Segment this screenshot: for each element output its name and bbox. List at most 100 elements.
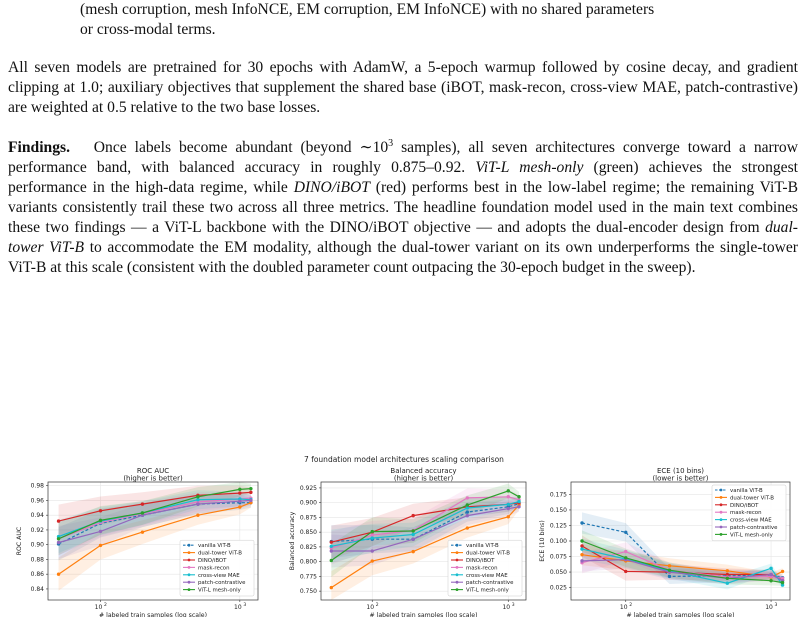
series-line <box>331 503 520 543</box>
legend-marker <box>719 510 723 514</box>
y-tick-label: 0.050 <box>550 569 567 576</box>
data-point <box>196 498 200 502</box>
y-tick-label: 0.175 <box>550 491 567 498</box>
legend-marker <box>455 566 459 569</box>
data-point <box>506 489 510 493</box>
x-tick-exponent: 2 <box>629 602 632 608</box>
data-point <box>780 569 785 574</box>
legend-box <box>179 539 255 597</box>
data-point <box>196 495 200 499</box>
x-axis-label: # labeled train samples (log scale) <box>369 612 477 617</box>
data-point <box>506 506 510 511</box>
legend-marker <box>187 558 191 562</box>
continued-line-1: (mesh corruption, mesh InfoNCE, EM corru… <box>80 1 655 18</box>
continued-text: (mesh corruption, mesh InfoNCE, EM corru… <box>80 0 798 40</box>
y-tick-label: 0.075 <box>550 554 567 561</box>
data-point <box>667 564 672 568</box>
legend-marker <box>719 518 723 521</box>
legend-marker <box>719 496 723 499</box>
x-tick-label: 10 <box>765 604 773 611</box>
legend-label: vanilla ViT-B <box>466 543 499 549</box>
x-tick-exponent: 3 <box>243 602 246 608</box>
data-point <box>56 537 61 541</box>
legend-marker <box>455 558 459 562</box>
data-point <box>465 496 470 500</box>
series-line <box>58 499 251 544</box>
legend-label: ViT-L mesh-only <box>198 588 242 594</box>
legend-marker <box>455 573 459 577</box>
x-axis-label: # labeled train samples (log scale) <box>99 612 207 617</box>
data-point <box>411 529 415 533</box>
figure-suptitle: 7 foundation model architectures scaling… <box>304 455 504 464</box>
y-tick-label: 0.90 <box>31 542 45 549</box>
legend-label: patch-contrastive <box>198 580 246 586</box>
legend-box <box>447 539 523 597</box>
data-point <box>411 513 415 518</box>
data-point <box>98 529 103 534</box>
findings-line-2: toward a narrow performance band, with b… <box>8 139 798 176</box>
confidence-band <box>58 493 251 559</box>
y-tick-label: 0.825 <box>300 544 317 551</box>
x-axis-label: # labeled train samples (log scale) <box>626 612 734 617</box>
chart-title-line: (lower is better) <box>652 475 708 483</box>
data-point <box>56 519 61 523</box>
legend-marker <box>455 588 459 591</box>
legend-marker <box>187 573 191 577</box>
legend-label: vanilla ViT-B <box>730 488 763 494</box>
data-point <box>249 486 253 491</box>
legend-marker <box>719 503 723 507</box>
series-line <box>330 504 520 589</box>
legend-label: cross-view MAE <box>198 573 240 579</box>
data-point <box>329 549 333 553</box>
data-point <box>238 491 242 495</box>
data-point <box>725 576 730 580</box>
y-tick-label: 0.875 <box>300 514 317 521</box>
findings-line-1a: Once labels become abundant (beyond ∼10 <box>93 139 389 156</box>
y-tick-label: 0.850 <box>300 529 317 536</box>
training-paragraph: All seven models are pretrained for 30 e… <box>8 58 798 118</box>
legend-box <box>711 484 787 542</box>
legend-marker <box>187 551 191 554</box>
y-tick-label: 0.84 <box>31 586 45 593</box>
legend-marker <box>719 533 723 536</box>
chart-title-line: ECE (10 bins) <box>657 467 704 475</box>
data-point <box>238 487 242 492</box>
legend-label: DINO/iBOT <box>198 558 227 564</box>
x-tick-label: 10 <box>502 604 510 611</box>
scaling-figure: 7 foundation model architectures scaling… <box>0 452 807 619</box>
data-point <box>517 505 521 509</box>
data-point <box>725 581 730 585</box>
legend-label: vanilla ViT-B <box>198 543 231 549</box>
x-tick-label: 10 <box>95 604 103 611</box>
legend-marker <box>455 551 459 554</box>
data-point <box>517 499 521 504</box>
data-point <box>624 549 628 554</box>
data-point <box>769 579 773 583</box>
chart-title-line: ROC AUC <box>137 467 169 475</box>
x-tick-label: 10 <box>366 604 374 611</box>
x-tick-exponent: 2 <box>104 602 107 608</box>
data-point <box>329 544 333 549</box>
data-point <box>580 552 584 557</box>
data-point <box>580 547 584 551</box>
confidence-band <box>331 500 520 600</box>
findings-line-4: best in the low-label regime; the remain… <box>8 179 799 216</box>
y-tick-label: 0.86 <box>31 571 45 578</box>
findings-line-5: metrics. The headline foundation model u… <box>8 199 798 236</box>
continued-line-2: or cross-modal terms. <box>80 21 216 38</box>
training-line-2: decay, and gradient clipping at 1.0; aux… <box>8 59 798 96</box>
data-point <box>769 566 773 571</box>
plot-frame <box>320 481 527 601</box>
confidence-band <box>58 494 251 561</box>
series-line <box>331 496 520 549</box>
legend-label: mask-recon <box>730 510 762 516</box>
data-point <box>329 585 333 590</box>
y-axis-label: ECE (10 bins) <box>539 520 546 562</box>
data-point <box>769 572 773 577</box>
legend-marker <box>187 588 191 591</box>
confidence-band <box>582 512 783 585</box>
y-tick-label: 0.92 <box>31 527 45 534</box>
data-point <box>667 574 672 579</box>
findings-line-3b: (red) performs <box>375 179 469 196</box>
